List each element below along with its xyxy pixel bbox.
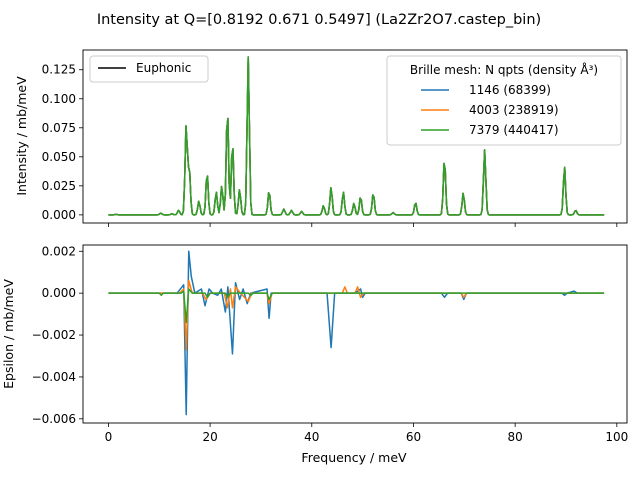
ytick-label: 0.075 <box>42 121 76 135</box>
epsilon-ticks: 0 20 40 60 80 100 −0.006 −0.004 −0.002 0.000 0.002 <box>32 244 629 444</box>
ytick-label: 0.100 <box>42 92 76 106</box>
epsilon-ylabel: Epsilon / mb/meV <box>1 279 16 389</box>
intensity-panel: 0.000 0.025 0.050 0.075 0.100 0.125 Intensity… <box>14 49 628 227</box>
epsilon-panel: 0 20 40 60 80 100 −0.006 −0.004 −0.002 0.000 0.002… <box>1 244 628 465</box>
ytick-label: 0.125 <box>42 63 76 77</box>
xtick-label: 100 <box>605 430 628 444</box>
legend-label-1146: 1146 (68399) <box>469 83 551 97</box>
xtick-label: 20 <box>202 430 217 444</box>
xtick-label: 40 <box>304 430 319 444</box>
ytick-label: −0.004 <box>32 370 76 384</box>
intensity-ticks: 0.000 0.025 0.050 0.075 0.100 0.125 <box>42 63 618 227</box>
figure-title: Intensity at Q=[0.8192 0.671 0.5497] (La… <box>97 12 541 28</box>
intensity-series-group <box>108 56 605 216</box>
epsilon-xlabel: Frequency / meV <box>301 450 407 465</box>
brille-legend: Brille mesh: N qpts (density Å³) 1146 (6… <box>386 55 622 146</box>
epsilon-line-1146 <box>108 250 605 416</box>
intensity-line-7379 <box>108 56 605 216</box>
xtick-label: 0 <box>105 430 113 444</box>
ytick-label: 0.000 <box>42 208 76 222</box>
epsilon-line-7379 <box>108 288 605 324</box>
ytick-label: 0.050 <box>42 150 76 164</box>
intensity-axes-frame <box>82 49 628 224</box>
epsilon-axes-frame <box>82 244 628 424</box>
legend-label-4003: 4003 (238919) <box>469 103 559 117</box>
xtick-label: 80 <box>508 430 523 444</box>
xtick-label: 60 <box>406 430 421 444</box>
ytick-label: −0.002 <box>32 328 76 342</box>
euphonic-legend: Euphonic <box>89 55 209 83</box>
euphonic-legend-box <box>89 55 209 83</box>
brille-legend-box <box>386 55 622 146</box>
ytick-label: 0.000 <box>42 286 76 300</box>
epsilon-series-group <box>108 250 605 416</box>
legend-label-7379: 7379 (440417) <box>469 123 559 137</box>
intensity-ylabel: Intensity / mb/meV <box>14 76 29 196</box>
euphonic-legend-label: Euphonic <box>136 61 191 75</box>
ytick-label: −0.006 <box>32 412 76 426</box>
ytick-label: 0.025 <box>42 179 76 193</box>
brille-legend-title: Brille mesh: N qpts (density Å³) <box>410 62 598 77</box>
ytick-label: 0.002 <box>42 244 76 258</box>
